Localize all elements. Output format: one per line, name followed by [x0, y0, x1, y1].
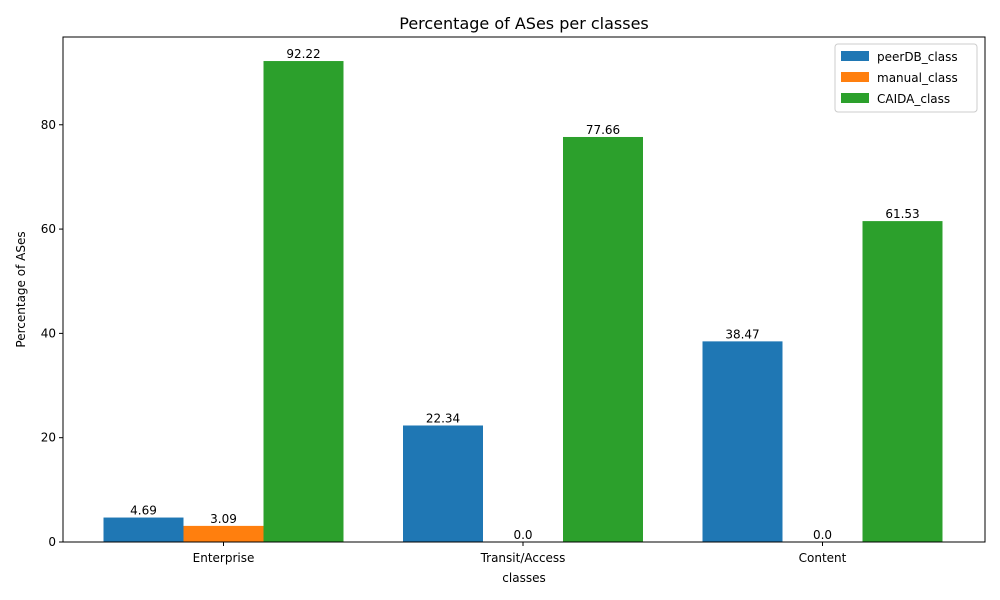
legend-label: CAIDA_class	[877, 92, 950, 106]
legend-swatch-CAIDA_class	[841, 93, 869, 103]
bar-peerDB_class-0	[103, 517, 184, 542]
bar-value-label: 0.0	[513, 528, 532, 542]
x-tick-label: Enterprise	[193, 551, 255, 565]
y-tick-label: 20	[41, 431, 56, 445]
bar-CAIDA_class-0	[263, 61, 344, 542]
bars-group: 4.69 3.09 92.22 22.34 0.0 77.66 38.47 0.0 61.53	[103, 47, 943, 543]
bar-value-label: 92.22	[286, 47, 320, 61]
y-tick-label: 60	[41, 222, 56, 236]
x-axis-ticks: Enterprise Transit/Access Content	[193, 542, 847, 565]
x-axis-label: classes	[502, 571, 545, 585]
bar-value-label: 3.09	[210, 512, 237, 526]
y-tick-label: 40	[41, 326, 56, 340]
bar-value-label: 61.53	[885, 207, 919, 221]
legend-label: peerDB_class	[877, 50, 958, 64]
y-tick-label: 80	[41, 118, 56, 132]
y-axis-ticks: 0 20 40 60 80	[41, 118, 63, 549]
y-axis-label: Percentage of ASes	[14, 231, 28, 347]
bar-value-label: 77.66	[586, 123, 620, 137]
bar-peerDB_class-1	[403, 425, 483, 542]
legend-label: manual_class	[877, 71, 958, 85]
bar-value-label: 4.69	[130, 504, 157, 518]
legend-swatch-peerDB_class	[841, 51, 869, 61]
bar-value-label: 22.34	[426, 411, 460, 425]
bar-CAIDA_class-1	[563, 136, 643, 543]
x-tick-label: Content	[799, 551, 847, 565]
bar-peerDB_class-2	[702, 341, 783, 542]
bar-value-label: 38.47	[725, 327, 759, 341]
bar-CAIDA_class-2	[862, 221, 943, 542]
legend: peerDB_class manual_class CAIDA_class	[834, 43, 978, 113]
legend-box	[834, 43, 978, 113]
plot-frame	[62, 36, 986, 543]
y-tick-label: 0	[48, 535, 56, 549]
bar-value-label: 0.0	[813, 528, 832, 542]
chart-title: Percentage of ASes per classes	[399, 14, 649, 33]
legend-swatch-manual_class	[841, 72, 869, 82]
bar-manual_class-0	[183, 525, 264, 542]
x-tick-label: Transit/Access	[480, 551, 566, 565]
